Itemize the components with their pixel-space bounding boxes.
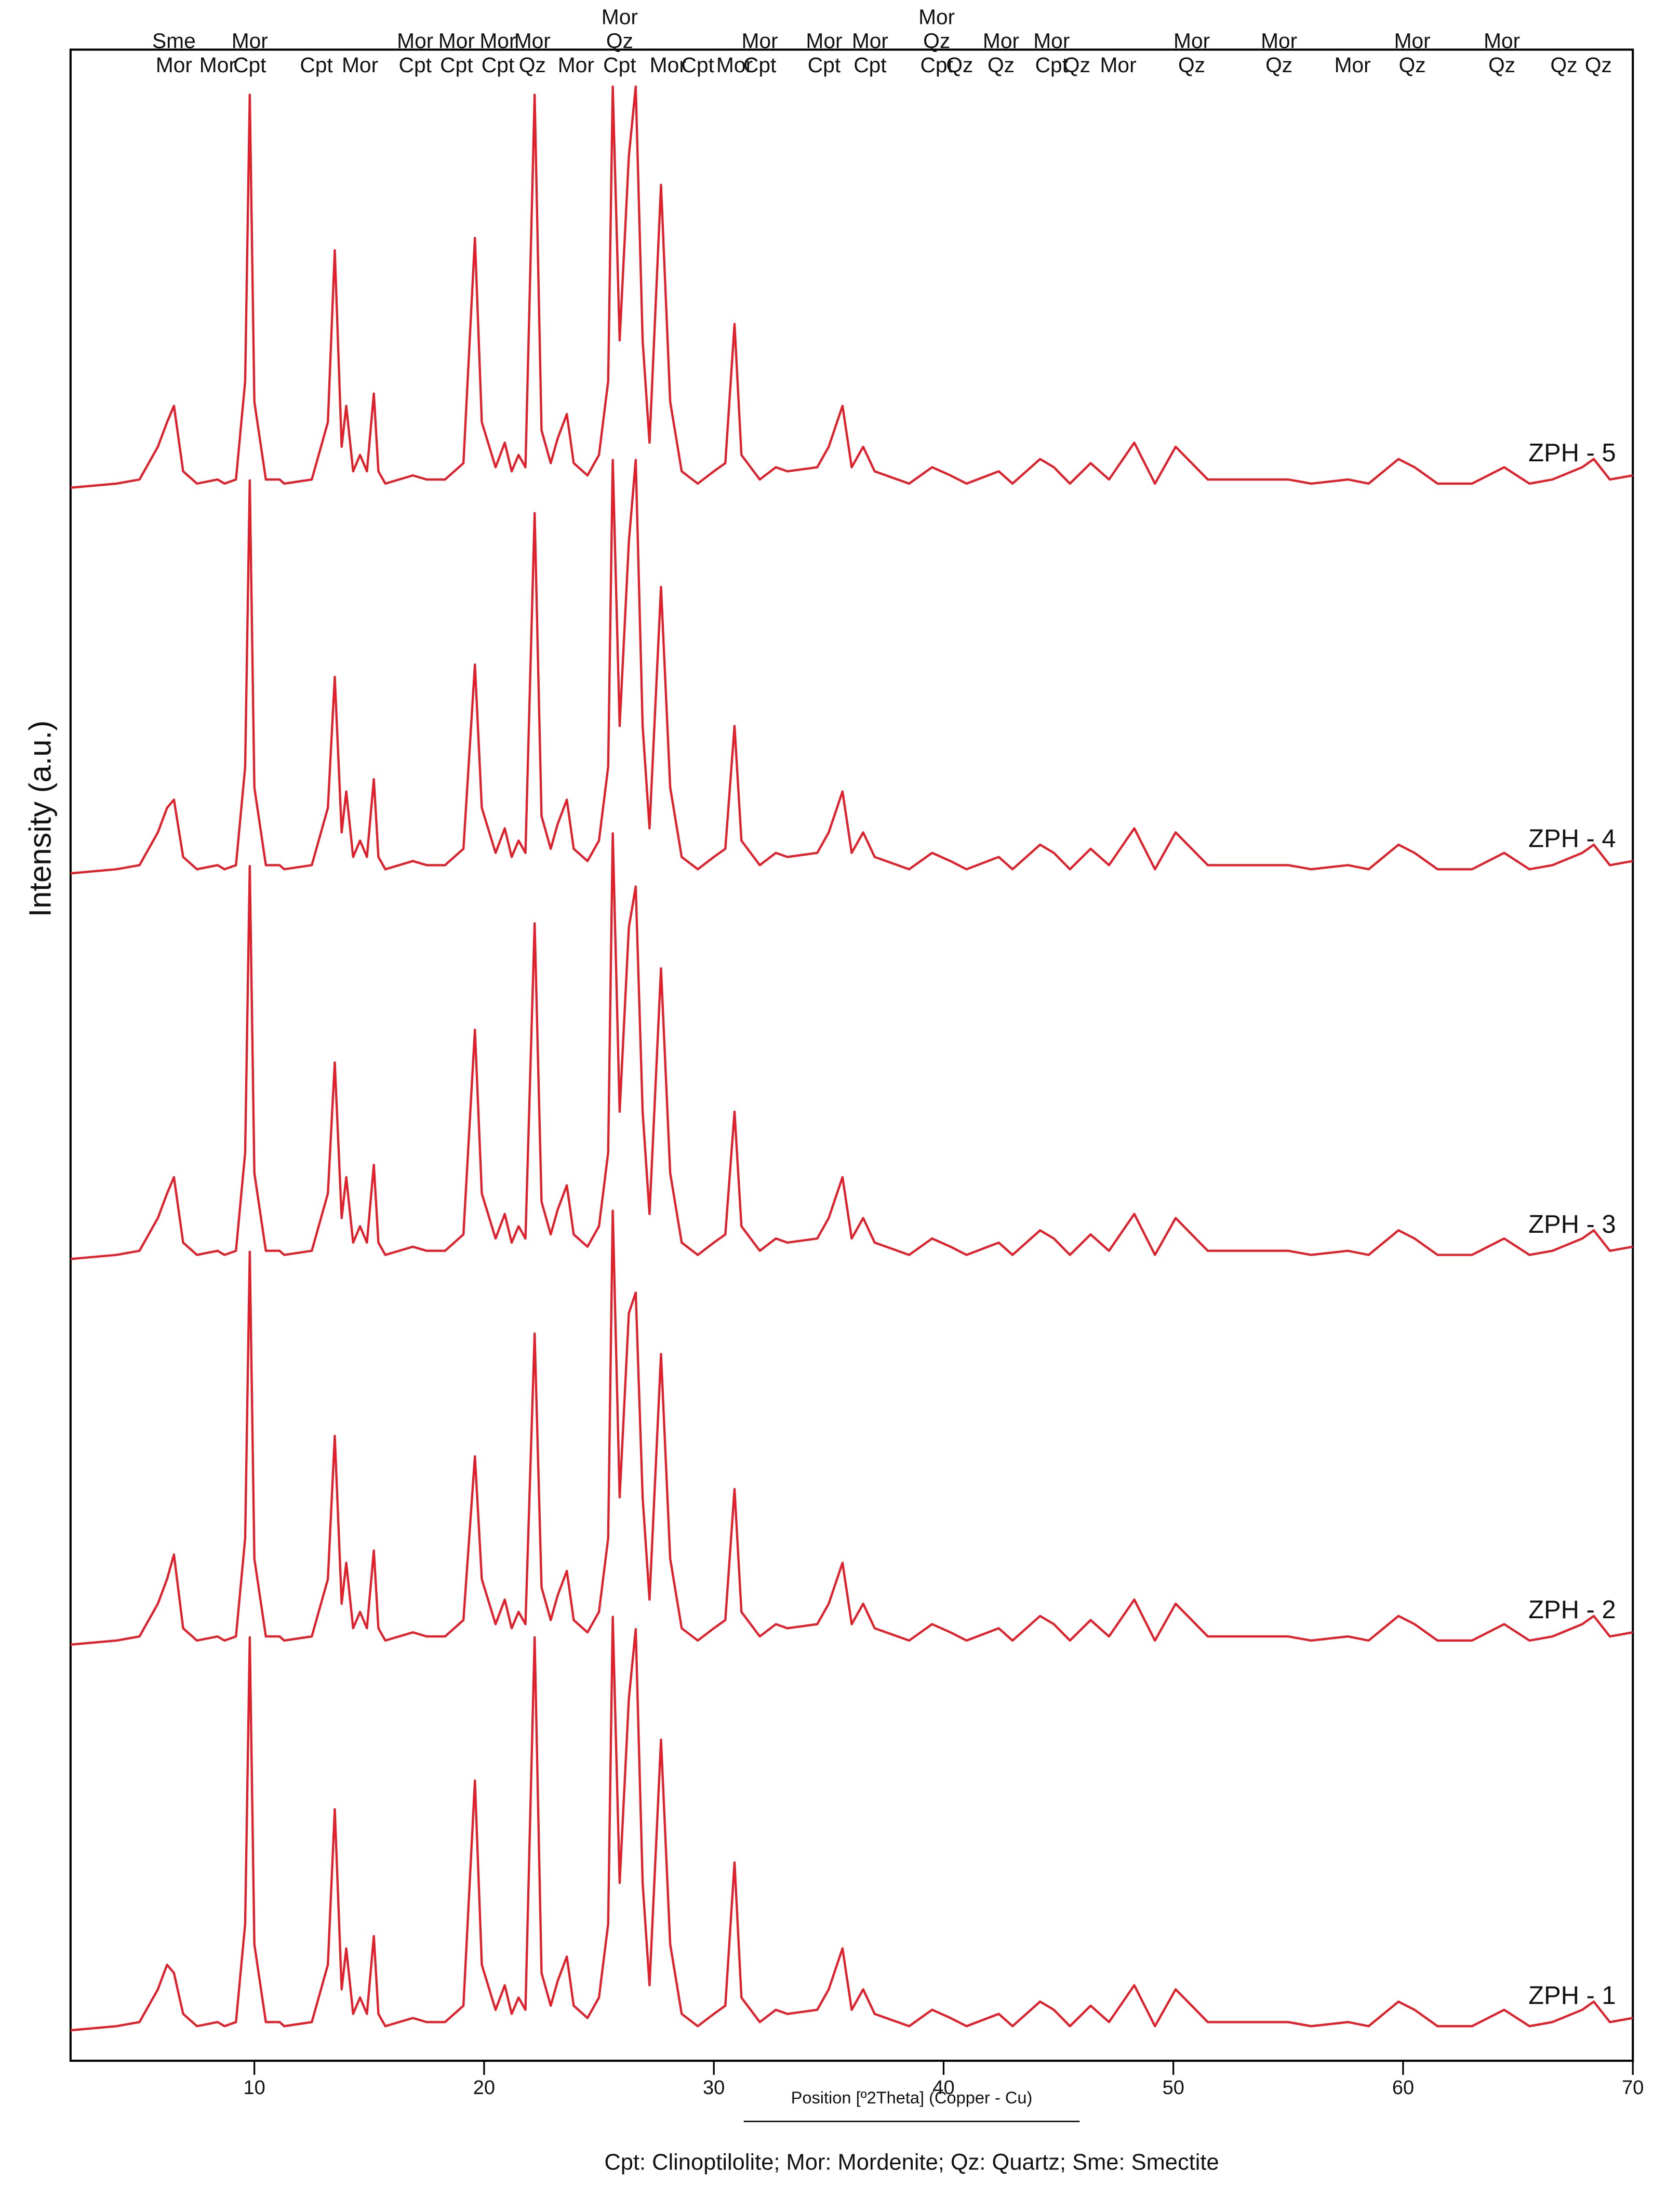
phase-label: Qz (1178, 53, 1205, 77)
series-label: ZPH - 4 (1528, 824, 1616, 852)
phase-label: Mor (438, 29, 475, 53)
phase-label: Mor (1100, 53, 1136, 77)
phase-label: Qz (988, 53, 1015, 77)
phase-label: Cpt (743, 53, 777, 77)
phase-label: Mor (742, 29, 778, 53)
x-tick-label: 20 (473, 2077, 495, 2099)
phase-label: Mor (397, 29, 433, 53)
phase-label: Cpt (440, 53, 473, 77)
phase-label: Qz (1399, 53, 1426, 77)
phase-label: Cpt (808, 53, 841, 77)
phase-label: Mor (852, 29, 888, 53)
phase-label: Cpt (1035, 53, 1069, 77)
phase-label: Mor (1173, 29, 1210, 53)
phase-label: Qz (1488, 53, 1515, 77)
phase-label: Mor (1394, 29, 1431, 53)
phase-label: Qz (1551, 53, 1578, 77)
phase-label: Mor (1261, 29, 1297, 53)
phase-label: Mor (983, 29, 1019, 53)
pattern-line (70, 459, 1633, 875)
phase-label: Mor (558, 53, 594, 77)
series-label: ZPH - 5 (1528, 439, 1616, 467)
phase-label: Mor (199, 53, 236, 77)
phase-label: Mor (342, 53, 378, 77)
phase-label: Mor (650, 53, 686, 77)
x-tick-label: 60 (1392, 2077, 1414, 2099)
pattern-line (70, 1209, 1633, 1646)
traces (70, 85, 1633, 2032)
phase-label: Mor (806, 29, 842, 53)
x-tick-label: 50 (1163, 2077, 1184, 2099)
phase-label: Mor (232, 29, 268, 53)
phase-label: Mor (918, 5, 955, 29)
phase-label: Qz (1585, 53, 1612, 77)
phase-label: Mor (479, 29, 516, 53)
footnote: Cpt: Clinoptilolite; Mor: Mordenite; Qz:… (604, 2150, 1219, 2175)
phase-label: Cpt (482, 53, 515, 77)
x-tick-label: 40 (932, 2077, 954, 2099)
pattern-line (70, 1616, 1633, 2032)
phase-label: Cpt (399, 53, 432, 77)
phase-label: Cpt (233, 53, 266, 77)
phase-label: Qz (923, 29, 950, 53)
phase-label: Cpt (300, 53, 333, 77)
phase-label: Qz (519, 53, 546, 77)
plot-frame (69, 48, 1634, 2062)
phase-label: Mor (156, 53, 192, 77)
x-axis-label: Position [º2Theta] (Copper - Cu) (791, 2088, 1033, 2107)
phase-label: Mor (1335, 53, 1371, 77)
phase-label: Mor (602, 5, 638, 29)
phase-label: Cpt (682, 53, 715, 77)
x-tick-label: 70 (1622, 2077, 1644, 2099)
series-label: ZPH - 2 (1528, 1596, 1616, 1624)
x-tick-label: 10 (244, 2077, 265, 2099)
phase-label: Mor (1033, 29, 1070, 53)
x-tick-label: 30 (703, 2077, 725, 2099)
phase-label: Mor (1484, 29, 1520, 53)
phase-label: Qz (1063, 53, 1090, 77)
phase-label: Cpt (920, 53, 953, 77)
phase-label: Qz (606, 29, 633, 53)
phase-label: Qz (946, 53, 973, 77)
y-axis-label: Intensity (a.u.) (22, 721, 57, 917)
phase-label: Cpt (853, 53, 887, 77)
pattern-line (70, 832, 1633, 1260)
phase-label: Cpt (603, 53, 636, 77)
phase-label: Mor (514, 29, 551, 53)
series-label: ZPH - 1 (1528, 1982, 1616, 2010)
phase-label: Qz (1265, 53, 1292, 77)
series-label: ZPH - 3 (1528, 1210, 1616, 1238)
phase-label: Mor (716, 53, 753, 77)
phase-label: Sme (152, 29, 196, 53)
pattern-line (70, 85, 1633, 489)
